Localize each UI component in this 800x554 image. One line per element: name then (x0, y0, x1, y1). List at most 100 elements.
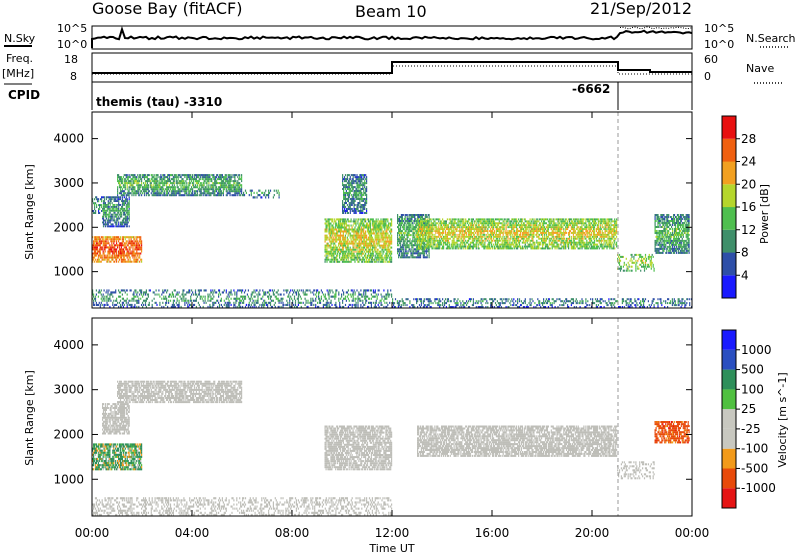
power-cell (377, 240, 379, 243)
power-cell (493, 230, 496, 232)
power-cell (344, 228, 346, 231)
power-cell (351, 210, 353, 212)
power-cell (115, 250, 117, 253)
power-cell (344, 226, 346, 229)
power-cell (136, 184, 138, 187)
power-cell (276, 191, 278, 194)
power-cell (92, 252, 94, 255)
power-cell (123, 182, 125, 185)
power-cell (370, 238, 372, 241)
power-cell (339, 226, 341, 229)
power-cell (184, 182, 186, 185)
power-cell (341, 236, 344, 239)
power-cell (138, 248, 140, 251)
power-cell (118, 196, 120, 199)
power-cell (361, 234, 363, 237)
power-cell (149, 180, 151, 183)
power-cell (427, 224, 429, 227)
power-cell (324, 244, 326, 247)
power-cell (186, 188, 188, 191)
power-cell (443, 247, 445, 250)
power-cell (104, 204, 106, 206)
power-cell (126, 252, 128, 255)
power-cell (471, 235, 473, 238)
power-cell (356, 190, 358, 192)
power-cell (125, 180, 127, 183)
power-cell (139, 244, 141, 247)
power-cell (363, 256, 365, 259)
power-cell (162, 194, 164, 197)
power-cell (357, 238, 359, 241)
power-cell (93, 210, 95, 212)
power-cell (343, 202, 346, 204)
power-cell (361, 250, 363, 253)
power-cell (151, 188, 153, 191)
power-cell (229, 188, 231, 191)
power-cell (360, 232, 362, 235)
power-cell (441, 220, 443, 223)
power-cell (96, 258, 98, 261)
power-cell (408, 218, 410, 220)
power-cell (188, 186, 190, 189)
power-cell (357, 248, 359, 251)
power-cell (173, 186, 175, 189)
power-cell (125, 246, 127, 249)
power-cell (120, 194, 122, 197)
power-cell (93, 254, 96, 257)
power-cell (325, 252, 327, 255)
power-cell (402, 220, 404, 222)
power-cell (121, 223, 124, 226)
power-cell (173, 184, 175, 187)
power-cell (202, 186, 204, 189)
power-cell (212, 182, 214, 185)
power-cell (358, 202, 360, 204)
power-cell (465, 230, 467, 232)
power-cell (377, 224, 379, 227)
power-cell (107, 207, 109, 210)
power-cell (120, 225, 122, 228)
power-cell (131, 194, 133, 197)
power-cell (106, 209, 108, 212)
power-cell (219, 174, 222, 177)
power-cell (412, 224, 414, 227)
power-cell (188, 174, 190, 177)
power-cell (177, 190, 179, 193)
power-cell (467, 241, 469, 244)
power-cell (362, 222, 364, 225)
power-cell (130, 178, 132, 181)
power-cell (205, 182, 207, 185)
power-cell (188, 182, 190, 185)
power-cell (124, 260, 126, 263)
power-cell (170, 182, 172, 185)
power-cell (139, 248, 141, 251)
power-cell (460, 224, 462, 227)
power-cell (168, 180, 171, 183)
power-cell (175, 180, 177, 183)
power-cell (215, 186, 217, 189)
power-cell (127, 202, 129, 204)
power-cell (113, 240, 115, 243)
power-cell (325, 258, 327, 261)
power-cell (454, 220, 456, 223)
power-cell (438, 224, 440, 227)
power-cell (484, 218, 486, 221)
power-cell (475, 235, 477, 238)
power-cell (438, 235, 440, 238)
power-cell (179, 174, 181, 177)
power-cell (100, 248, 102, 251)
power-cell (415, 248, 417, 251)
power-cell (143, 174, 145, 177)
power-cell (375, 256, 377, 259)
power-cell (104, 221, 106, 224)
power-cell (150, 192, 152, 195)
power-cell (218, 194, 220, 197)
power-cell (133, 236, 135, 239)
power-cell (391, 240, 393, 243)
power-cell (122, 221, 125, 224)
power-cell (383, 244, 385, 247)
power-cell (376, 234, 378, 237)
power-cell (186, 186, 188, 189)
power-cell (465, 224, 467, 227)
power-cell (343, 260, 345, 263)
power-cell (366, 238, 369, 241)
